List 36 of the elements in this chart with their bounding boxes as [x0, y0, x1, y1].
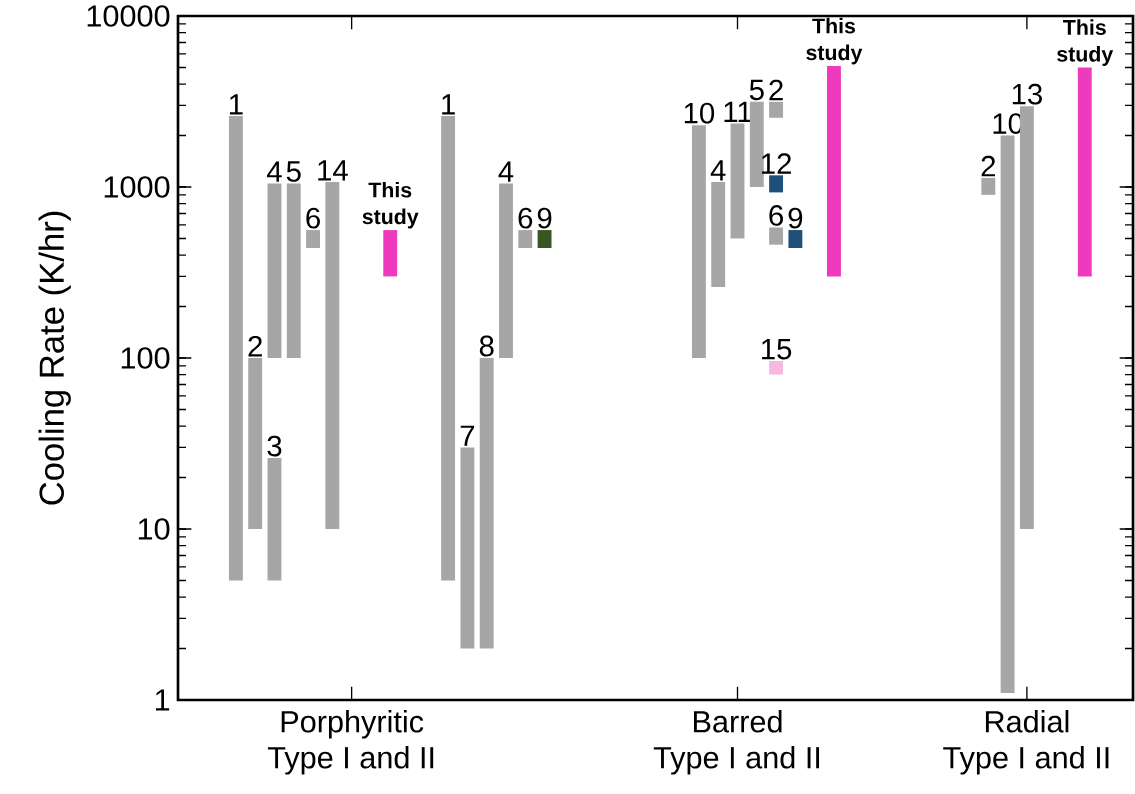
annotation: 6	[306, 207, 320, 229]
annotation: 9	[537, 207, 552, 229]
annotation: 4	[498, 161, 514, 182]
annotation: 5	[749, 79, 764, 101]
annotation: 4	[266, 161, 282, 182]
annotation: 13	[1012, 83, 1042, 105]
annotation: This study	[806, 17, 863, 65]
annotation: 5	[286, 161, 301, 182]
annotation: 15	[762, 338, 792, 360]
annotation: 9	[788, 207, 803, 229]
x-tick-label: Porphyritic Type I and II	[267, 710, 434, 775]
annotation: 6	[518, 207, 533, 229]
annotation: 2	[769, 79, 783, 101]
annotation: 2	[248, 335, 262, 357]
annotation: 1	[442, 94, 455, 115]
y-axis-title: Cooling Rate (K/hr)	[38, 211, 71, 505]
annotation: 7	[460, 425, 475, 446]
y-tick-label: 10	[138, 518, 170, 540]
y-tick-label: 1000	[104, 176, 170, 198]
annotation: 8	[479, 335, 494, 357]
annotation: 1	[229, 94, 243, 115]
annotation: 12	[762, 153, 791, 174]
y-tick-label: 100	[121, 347, 170, 369]
annotation: 2	[981, 155, 995, 177]
y-tick-label: 10000	[87, 5, 170, 27]
annotation: 4	[710, 160, 726, 181]
annotation: 6	[769, 205, 783, 226]
annotation: This study	[362, 181, 419, 229]
annotation: 14	[318, 160, 348, 181]
x-tick-label: Barred Type I and II	[653, 710, 820, 775]
annotation: This study	[1057, 19, 1114, 66]
x-tick-label: Radial Type I and II	[943, 710, 1109, 775]
annotation: 3	[267, 435, 282, 457]
annotation: 10	[684, 102, 715, 124]
annotation: 11	[724, 101, 752, 122]
y-tick-label: 1	[155, 689, 170, 711]
